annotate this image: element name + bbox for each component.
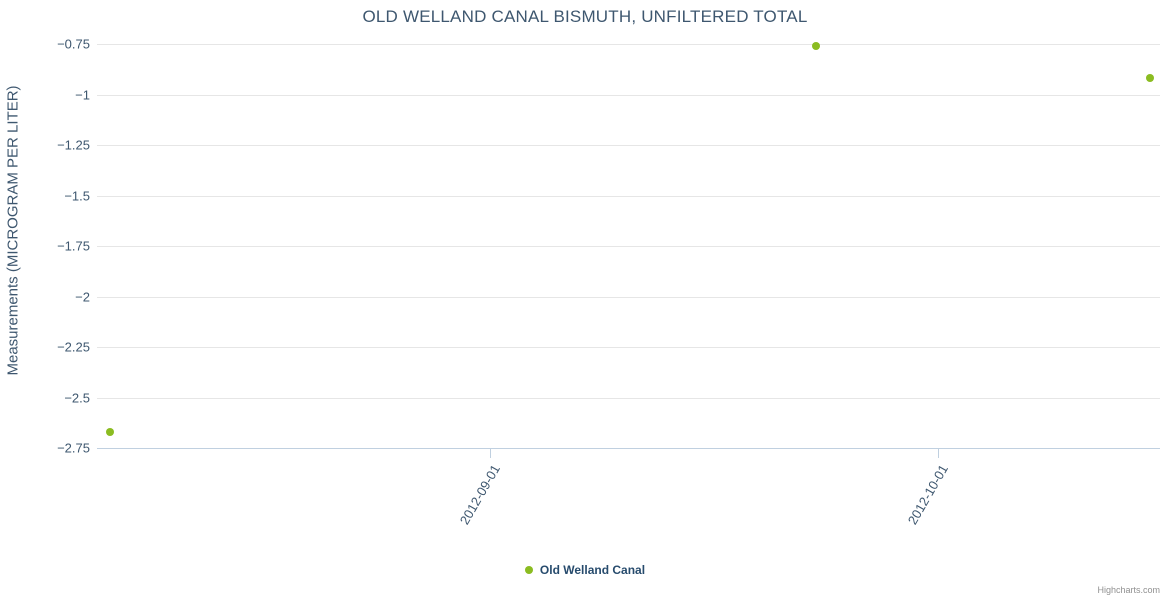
y-gridline	[97, 94, 1160, 96]
chart-legend: Old Welland Canal	[0, 563, 1170, 577]
highcharts-credit-link[interactable]: Highcharts.com	[1097, 585, 1160, 595]
data-point[interactable]	[105, 427, 114, 436]
y-gridline	[97, 347, 1160, 348]
legend-item-label: Old Welland Canal	[539, 563, 646, 577]
legend-marker-icon	[524, 566, 533, 574]
data-point[interactable]	[1146, 74, 1154, 83]
x-axis-tick-mark	[490, 448, 492, 458]
y-axis-tick-label: −1.5	[64, 188, 90, 203]
y-gridline	[97, 246, 1160, 247]
x-axis-tick-label: 2012‑10‑01	[904, 462, 952, 528]
y-axis-tick-label: −1	[75, 87, 90, 102]
y-gridline	[97, 397, 1160, 399]
y-axis-tick-label: −2.75	[57, 440, 90, 456]
plot-area	[97, 42, 1160, 449]
y-axis-tick-label: −1.75	[57, 238, 90, 254]
chart-title: OLD WELLAND CANAL BISMUTH, UNFILTERED TO…	[362, 7, 808, 26]
y-axis-tick-label: −2.5	[64, 390, 90, 405]
x-axis-tick-label: 2012‑09‑01	[456, 462, 504, 528]
y-axis-title: Measurements (MICROGRAM PER LITER)	[4, 84, 22, 376]
y-axis-tick-label: −0.75	[57, 36, 90, 52]
y-axis-tick-label: −2	[75, 289, 90, 304]
x-axis-line	[97, 448, 1160, 449]
y-axis-tick-label: −1.25	[57, 137, 90, 153]
y-axis-tick-label: −2.25	[57, 339, 90, 355]
y-gridline	[97, 44, 1160, 45]
y-gridline	[97, 195, 1160, 197]
y-gridline	[97, 296, 1160, 298]
data-point[interactable]	[812, 42, 820, 51]
y-gridline	[97, 145, 1160, 146]
x-axis-tick-mark	[938, 448, 940, 458]
legend-item[interactable]: Old Welland Canal	[524, 563, 646, 577]
